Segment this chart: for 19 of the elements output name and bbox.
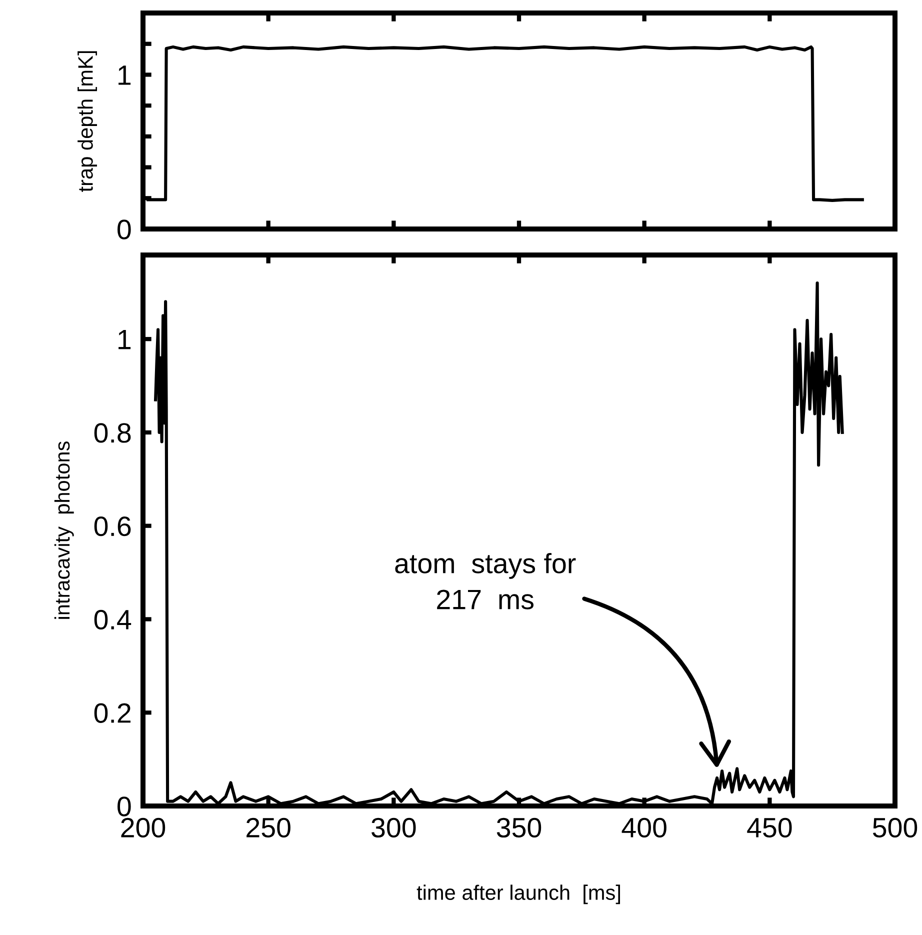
y-tick-label: 1 xyxy=(118,66,131,85)
annotation: atom stays for 217 ms xyxy=(395,553,576,610)
y-tick-label: 0 xyxy=(118,796,131,816)
y-tick-label: 1 xyxy=(118,330,131,350)
x-tick-label: 350 xyxy=(496,818,542,838)
x-tick-label: 500 xyxy=(872,818,918,838)
x-tick-label: 400 xyxy=(622,818,666,838)
x-axis-title: time after launch [ms] xyxy=(416,884,620,904)
x-tick-label: 450 xyxy=(747,818,792,838)
x-tick-label: 300 xyxy=(372,818,416,838)
y-axis-title: intracavity photons xyxy=(54,442,74,619)
y-axis-title: trap depth [mK] xyxy=(78,51,97,192)
y-tick-label: 0.4 xyxy=(94,610,132,630)
y-tick-label: 0.8 xyxy=(94,423,131,443)
y-tick-label: 0.6 xyxy=(94,516,131,536)
x-tick-label: 250 xyxy=(246,818,290,838)
y-tick-label: 0.2 xyxy=(94,703,130,723)
x-tick-label: 200 xyxy=(121,818,166,838)
y-tick-label: 0 xyxy=(118,220,131,240)
